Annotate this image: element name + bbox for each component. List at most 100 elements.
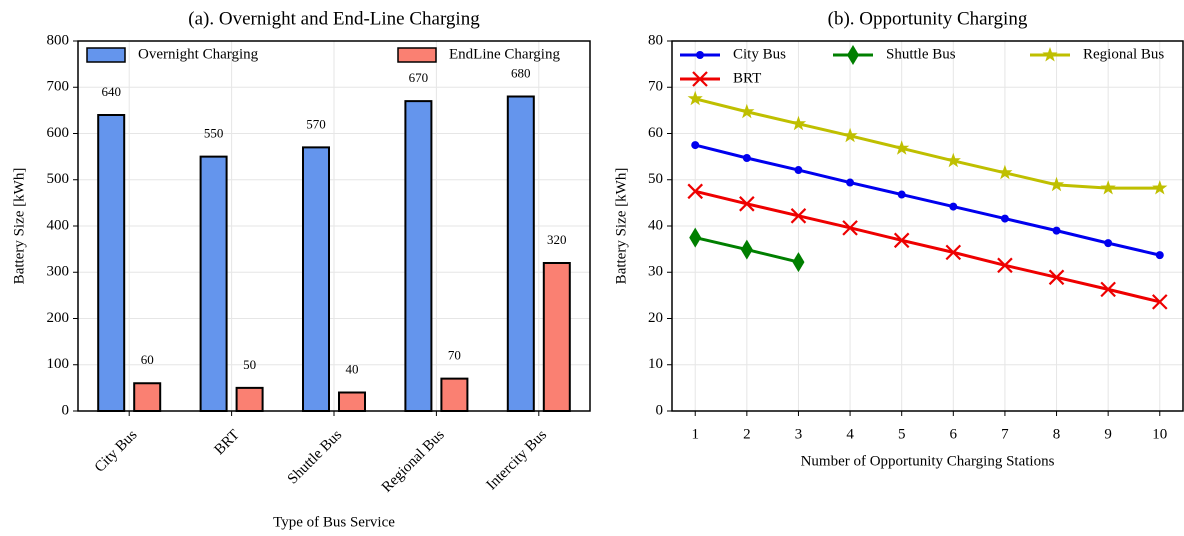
x-tick-label: 1 [691,426,699,442]
bar [506,95,535,412]
marker [790,115,807,131]
axes-frame [77,40,591,412]
bar [235,386,264,412]
y-tick-label: 20 [648,310,663,326]
marker [847,45,859,65]
bar [302,146,330,412]
data-label: 320 [547,232,567,247]
data-label: 40 [346,361,359,376]
series-line [694,97,1160,190]
marker [1000,214,1009,223]
x-tick-label: Regional Bus [379,427,448,496]
chart-title: (b). Opportunity Charging [828,8,1028,29]
data-label: 670 [409,70,429,85]
marker [1100,180,1116,195]
marker [696,51,704,59]
bar [542,262,571,412]
legend-label: Shuttle Bus [886,46,956,62]
y-tick-label: 300 [47,264,70,280]
x-tick-label: 10 [1152,426,1167,442]
marker [740,239,753,260]
x-tick-label: 5 [898,426,906,442]
bar [133,382,162,412]
bar [338,391,366,412]
y-tick-label: 500 [47,171,70,187]
marker [997,164,1013,180]
legend-label: Regional Bus [1083,46,1164,62]
chart-title: (a). Overnight and End-Line Charging [188,8,480,29]
marker [742,154,751,163]
y-tick-label: 40 [648,217,663,233]
marker [897,190,906,199]
marker [1155,251,1164,260]
marker [945,244,962,261]
y-tick-label: 60 [648,125,663,141]
marker [689,227,702,248]
legend-label: Overnight Charging [138,46,259,62]
marker [945,152,961,168]
marker [842,220,858,236]
marker [792,252,805,273]
marker [1048,269,1065,286]
data-label: 570 [306,116,326,131]
x-tick-label: 3 [795,426,803,442]
marker [691,141,700,150]
x-tick-label: City Bus [92,427,141,476]
marker [692,71,708,87]
y-tick-label: 800 [47,32,70,48]
x-tick-label: BRT [212,427,243,458]
x-axis-label: Number of Opportunity Charging Stations [801,453,1055,469]
legend-swatch [397,47,437,63]
y-tick-label: 100 [47,356,70,372]
data-label: 70 [448,348,461,363]
marker [1048,176,1065,192]
x-tick-label: Shuttle Bus [285,427,346,488]
marker [1042,47,1058,62]
x-tick-label: 4 [846,426,854,442]
legend-label: City Bus [733,46,786,62]
y-tick-label: 30 [648,264,663,280]
data-label: 640 [101,84,121,99]
bar [97,114,126,412]
x-tick-label: 8 [1053,426,1061,442]
x-tick-label: 7 [1001,426,1009,442]
y-tick-label: 0 [62,402,70,418]
y-axis-label: Battery Size [kWh] [613,168,629,285]
y-tick-label: 10 [648,356,663,372]
y-tick-label: 400 [47,217,70,233]
marker [846,178,855,187]
marker [687,183,704,200]
data-label: 60 [141,352,154,367]
marker [1151,294,1168,310]
legend-swatch [86,47,126,63]
marker [1052,226,1061,235]
marker [949,202,958,211]
marker [842,127,858,143]
bar [404,100,433,412]
series-line [694,143,1161,257]
bar [199,155,228,412]
legend-label: BRT [733,70,761,86]
axes-frame [671,40,1184,412]
y-tick-label: 70 [648,79,663,95]
marker [794,166,803,175]
y-tick-label: 80 [648,32,663,48]
data-label: 550 [204,126,224,141]
marker [687,90,703,106]
marker [894,140,910,155]
y-tick-label: 600 [47,125,70,141]
x-axis-label: Type of Bus Service [273,514,395,530]
marker [997,257,1013,274]
y-axis-label: Battery Size [kWh] [11,168,27,285]
x-tick-label: Intercity Bus [484,427,551,494]
data-label: 680 [511,65,531,80]
x-tick-label: 2 [743,426,751,442]
data-label: 50 [243,357,256,372]
x-tick-label: 6 [950,426,958,442]
y-tick-label: 700 [47,79,70,95]
marker [1100,281,1116,298]
marker [1104,239,1113,248]
marker [893,232,910,249]
